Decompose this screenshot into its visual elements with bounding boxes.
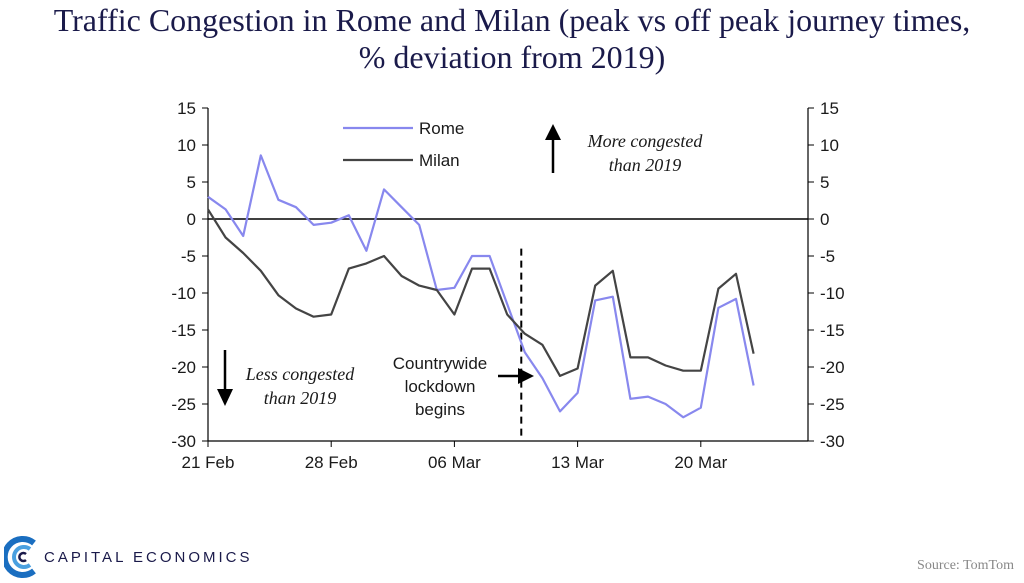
y-tick-label-right: 15	[820, 99, 839, 118]
chart-title: Traffic Congestion in Rome and Milan (pe…	[0, 2, 1024, 76]
y-tick-label-left: -10	[171, 284, 196, 303]
lockdown-label: begins	[415, 400, 465, 419]
y-tick-label-right: -20	[820, 358, 845, 377]
up-arrow-head	[545, 124, 561, 140]
y-tick-label-left: -15	[171, 321, 196, 340]
lockdown-label: lockdown	[405, 377, 476, 396]
y-tick-label-right: 0	[820, 210, 829, 229]
y-tick-label-right: -5	[820, 247, 835, 266]
legend-label-rome: Rome	[419, 119, 464, 138]
x-tick-label: 28 Feb	[305, 453, 358, 472]
y-tick-label-left: -5	[181, 247, 196, 266]
y-tick-label-left: 5	[187, 173, 196, 192]
series-line-milan	[207, 208, 755, 377]
y-tick-label-left: -25	[171, 395, 196, 414]
chart-title-line-1: Traffic Congestion in Rome and Milan (pe…	[53, 2, 971, 38]
y-tick-label-left: -30	[171, 432, 196, 451]
lockdown-label: Countrywide	[393, 354, 488, 373]
chart-title-line-2: % deviation from 2019)	[358, 39, 666, 75]
y-tick-label-left: 15	[177, 99, 196, 118]
x-tick-label: 20 Mar	[674, 453, 727, 472]
less-congested-label: than 2019	[264, 388, 337, 408]
y-tick-label-right: -25	[820, 395, 845, 414]
y-tick-label-left: -20	[171, 358, 196, 377]
y-tick-label-right: 5	[820, 173, 829, 192]
y-tick-label-right: 10	[820, 136, 839, 155]
lockdown-arrow-head	[518, 368, 534, 384]
more-congested-label: than 2019	[609, 155, 682, 175]
y-tick-label-left: 0	[187, 210, 196, 229]
down-arrow-head	[217, 389, 233, 406]
x-tick-label: 06 Mar	[428, 453, 481, 472]
legend-label-milan: Milan	[419, 151, 460, 170]
brand-name: CAPITAL ECONOMICS	[44, 548, 253, 566]
y-tick-label-right: -15	[820, 321, 845, 340]
less-congested-label: Less congested	[245, 364, 355, 384]
x-tick-label: 13 Mar	[551, 453, 604, 472]
capital-economics-logo-icon	[4, 536, 36, 578]
y-tick-label-right: -10	[820, 284, 845, 303]
x-tick-label: 21 Feb	[182, 453, 235, 472]
y-tick-label-right: -30	[820, 432, 845, 451]
brand-logo: CAPITAL ECONOMICS	[4, 535, 253, 579]
series-line-rome	[207, 154, 755, 419]
source-note: Source: TomTom	[917, 558, 1014, 573]
y-tick-label-left: 10	[177, 136, 196, 155]
more-congested-label: More congested	[587, 131, 704, 151]
